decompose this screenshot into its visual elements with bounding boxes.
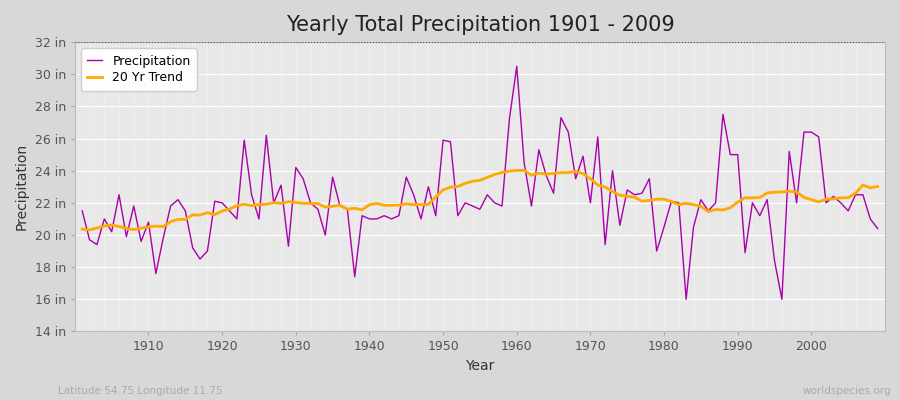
Precipitation <box>76 208 87 213</box>
Precipitation <box>518 160 529 165</box>
Line: 20 Yr Trend: 20 Yr Trend <box>82 170 878 230</box>
Text: Latitude 54.75 Longitude 11.75: Latitude 54.75 Longitude 11.75 <box>58 386 223 396</box>
Precipitation <box>136 239 147 244</box>
Legend: Precipitation, 20 Yr Trend: Precipitation, 20 Yr Trend <box>81 48 197 91</box>
Line: Precipitation: Precipitation <box>82 66 878 299</box>
Precipitation <box>298 176 309 181</box>
Title: Yearly Total Precipitation 1901 - 2009: Yearly Total Precipitation 1901 - 2009 <box>285 15 674 35</box>
Precipitation <box>680 297 691 302</box>
20 Yr Trend <box>85 228 95 232</box>
Precipitation <box>511 64 522 69</box>
X-axis label: Year: Year <box>465 359 495 373</box>
20 Yr Trend <box>872 184 883 189</box>
Y-axis label: Precipitation: Precipitation <box>15 143 29 230</box>
20 Yr Trend <box>349 206 360 211</box>
20 Yr Trend <box>305 201 316 206</box>
20 Yr Trend <box>615 193 626 198</box>
Precipitation <box>504 117 515 122</box>
20 Yr Trend <box>526 173 537 178</box>
Precipitation <box>608 168 618 173</box>
20 Yr Trend <box>511 168 522 173</box>
20 Yr Trend <box>518 168 529 173</box>
20 Yr Trend <box>76 227 87 232</box>
Precipitation <box>872 226 883 231</box>
Text: worldspecies.org: worldspecies.org <box>803 386 891 396</box>
20 Yr Trend <box>143 224 154 229</box>
Precipitation <box>342 207 353 212</box>
